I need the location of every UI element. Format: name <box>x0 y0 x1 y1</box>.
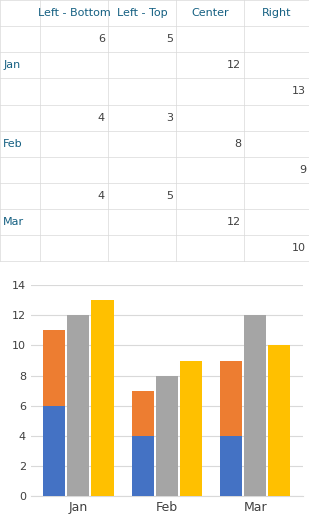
Bar <box>132 391 154 436</box>
Bar <box>67 315 90 496</box>
Text: Center: Center <box>191 8 229 18</box>
Bar <box>132 436 154 496</box>
Text: Right: Right <box>262 8 291 18</box>
Bar <box>43 331 66 406</box>
Text: 4: 4 <box>98 112 105 122</box>
Text: Feb: Feb <box>3 139 23 149</box>
Text: 12: 12 <box>227 217 241 227</box>
Bar <box>156 375 178 496</box>
Bar <box>220 361 242 436</box>
Text: 10: 10 <box>292 243 306 253</box>
Bar <box>91 300 114 496</box>
Text: 3: 3 <box>166 112 173 122</box>
Text: 13: 13 <box>292 87 306 97</box>
Text: 9: 9 <box>299 165 306 175</box>
Bar <box>43 406 66 496</box>
Text: Left - Bottom: Left - Bottom <box>38 8 111 18</box>
Text: Left - Top: Left - Top <box>117 8 167 18</box>
Text: 6: 6 <box>98 34 105 44</box>
Text: 5: 5 <box>166 34 173 44</box>
Text: Jan: Jan <box>3 60 20 70</box>
Bar <box>220 436 242 496</box>
Text: Mar: Mar <box>3 217 24 227</box>
Text: 5: 5 <box>166 191 173 201</box>
Text: 12: 12 <box>227 60 241 70</box>
Text: 8: 8 <box>234 139 241 149</box>
Bar <box>180 361 202 496</box>
Bar <box>244 315 266 496</box>
Text: 4: 4 <box>98 191 105 201</box>
Bar <box>268 345 290 496</box>
